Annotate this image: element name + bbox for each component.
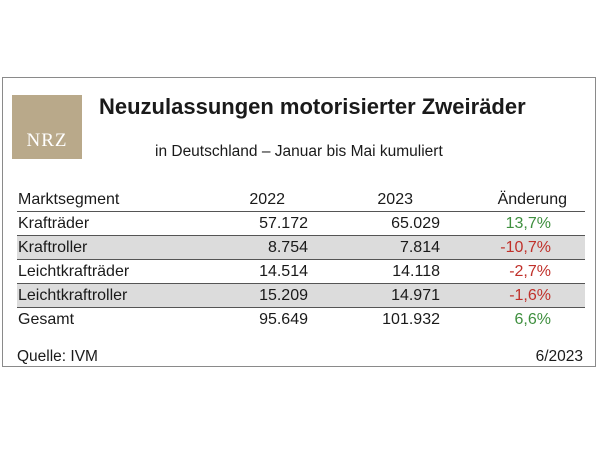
- nrz-logo: NRZ: [12, 95, 82, 159]
- change-cell: -1,6%: [509, 287, 551, 304]
- header-segment: Marktsegment: [18, 191, 120, 208]
- value-2022-cell: 57.172: [259, 215, 308, 232]
- value-2022-cell: 95.649: [259, 311, 308, 328]
- table-row-kraftraeder: Krafträder 57.172 65.029 13,7%: [17, 212, 585, 235]
- table-row-leichtkraftraeder: Leichtkrafträder 14.514 14.118 -2,7%: [17, 260, 585, 283]
- source-note: Quelle: IVM: [17, 348, 98, 365]
- value-2023-cell: 7.814: [399, 239, 440, 256]
- row-divider: [17, 283, 585, 284]
- publication-date: 6/2023: [535, 348, 583, 365]
- table-header-row: Marktsegment 2022 2023 Änderung: [17, 188, 585, 211]
- segment-cell: Leichtkrafträder: [18, 263, 130, 280]
- table-row-leichtkraftroller: Leichtkraftroller 15.209 14.971 -1,6%: [17, 284, 585, 307]
- row-divider: [17, 259, 585, 260]
- table-row-gesamt: Gesamt 95.649 101.932 6,6%: [17, 308, 585, 331]
- segment-cell: Kraftroller: [18, 239, 88, 256]
- header-change: Änderung: [497, 191, 567, 208]
- infographic-card: NRZ Neuzulassungen motorisierter Zweiräd…: [2, 77, 596, 367]
- change-cell: 6,6%: [514, 311, 551, 328]
- change-cell: 13,7%: [505, 215, 551, 232]
- segment-cell: Gesamt: [18, 311, 75, 328]
- table-row-kraftroller: Kraftroller 8.754 7.814 -10,7%: [17, 236, 585, 259]
- chart-title: Neuzulassungen motorisierter Zweiräder: [99, 94, 526, 119]
- change-cell: -10,7%: [500, 239, 551, 256]
- value-2022-cell: 14.514: [259, 263, 308, 280]
- segment-cell: Krafträder: [18, 215, 90, 232]
- value-2022-cell: 15.209: [259, 287, 308, 304]
- chart-subtitle: in Deutschland – Januar bis Mai kumulier…: [155, 143, 443, 160]
- value-2023-cell: 14.971: [391, 287, 440, 304]
- row-divider: [17, 307, 585, 308]
- header-2023: 2023: [377, 191, 413, 208]
- value-2022-cell: 8.754: [267, 239, 308, 256]
- header-divider: [17, 211, 585, 212]
- row-divider: [17, 235, 585, 236]
- change-cell: -2,7%: [509, 263, 551, 280]
- value-2023-cell: 14.118: [392, 263, 440, 280]
- header-2022: 2022: [249, 191, 285, 208]
- value-2023-cell: 101.932: [382, 311, 440, 328]
- logo-text: NRZ: [26, 130, 68, 151]
- segment-cell: Leichtkraftroller: [18, 287, 128, 304]
- value-2023-cell: 65.029: [391, 215, 440, 232]
- data-table: Marktsegment 2022 2023 Änderung Krafträd…: [17, 188, 585, 331]
